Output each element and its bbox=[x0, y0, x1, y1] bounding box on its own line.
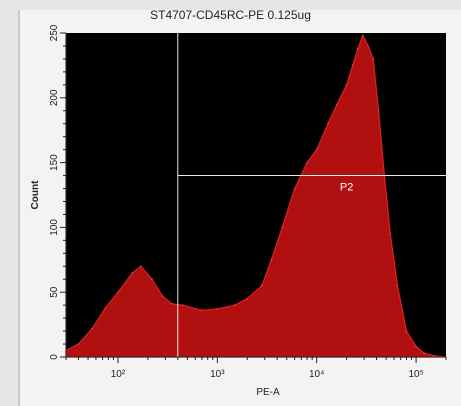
histogram-point bbox=[140, 265, 142, 268]
x-tick-label: 10⁴ bbox=[309, 369, 324, 380]
histogram-point bbox=[345, 84, 348, 86]
histogram-point bbox=[171, 303, 173, 305]
chart-title: ST4707-CD45RC-PE 0.125ug bbox=[150, 8, 311, 22]
histogram-point bbox=[336, 103, 338, 106]
histogram-point bbox=[367, 45, 370, 47]
histogram-point bbox=[234, 304, 236, 307]
histogram-point bbox=[104, 307, 107, 309]
histogram-point bbox=[377, 110, 380, 112]
histogram-point bbox=[315, 148, 318, 151]
y-axis-label: Count bbox=[30, 180, 41, 210]
x-tick-label: 10⁵ bbox=[408, 369, 423, 380]
histogram-point bbox=[361, 34, 364, 37]
y-tick-label: 250 bbox=[49, 24, 60, 41]
histogram-point bbox=[201, 309, 203, 312]
histogram-point bbox=[270, 259, 273, 261]
histogram-point bbox=[91, 327, 93, 330]
histogram-point bbox=[281, 226, 284, 229]
histogram-point bbox=[161, 295, 164, 297]
y-tick-label: 150 bbox=[49, 154, 60, 171]
histogram-point bbox=[261, 284, 263, 287]
histogram-point bbox=[77, 343, 80, 345]
histogram-point bbox=[131, 272, 134, 274]
x-axis-label: PE-A bbox=[256, 387, 280, 398]
histogram-point bbox=[182, 304, 184, 307]
histogram-point bbox=[306, 161, 308, 164]
histogram-point bbox=[405, 330, 408, 332]
histogram-point bbox=[117, 291, 119, 294]
histogram-point bbox=[423, 352, 425, 354]
histogram-point bbox=[372, 58, 375, 60]
histogram-point bbox=[396, 284, 399, 287]
histogram-point bbox=[216, 308, 219, 310]
x-tick-label: 10² bbox=[111, 369, 126, 380]
histogram-point bbox=[293, 187, 296, 190]
histogram-point bbox=[432, 354, 435, 357]
y-tick-label: 0 bbox=[49, 354, 60, 360]
y-tick-label: 100 bbox=[49, 219, 60, 236]
histogram-point bbox=[327, 122, 329, 125]
histogram-point bbox=[415, 345, 417, 348]
y-tick-label: 200 bbox=[49, 89, 60, 106]
x-tick-label: 10³ bbox=[210, 369, 225, 380]
y-tick-label: 50 bbox=[49, 286, 60, 298]
histogram-point bbox=[389, 233, 392, 235]
histogram-point bbox=[151, 278, 153, 281]
histogram-point bbox=[357, 47, 359, 50]
gate-label: P2 bbox=[340, 182, 353, 194]
histogram-point bbox=[351, 64, 354, 67]
histogram-point bbox=[246, 297, 249, 300]
